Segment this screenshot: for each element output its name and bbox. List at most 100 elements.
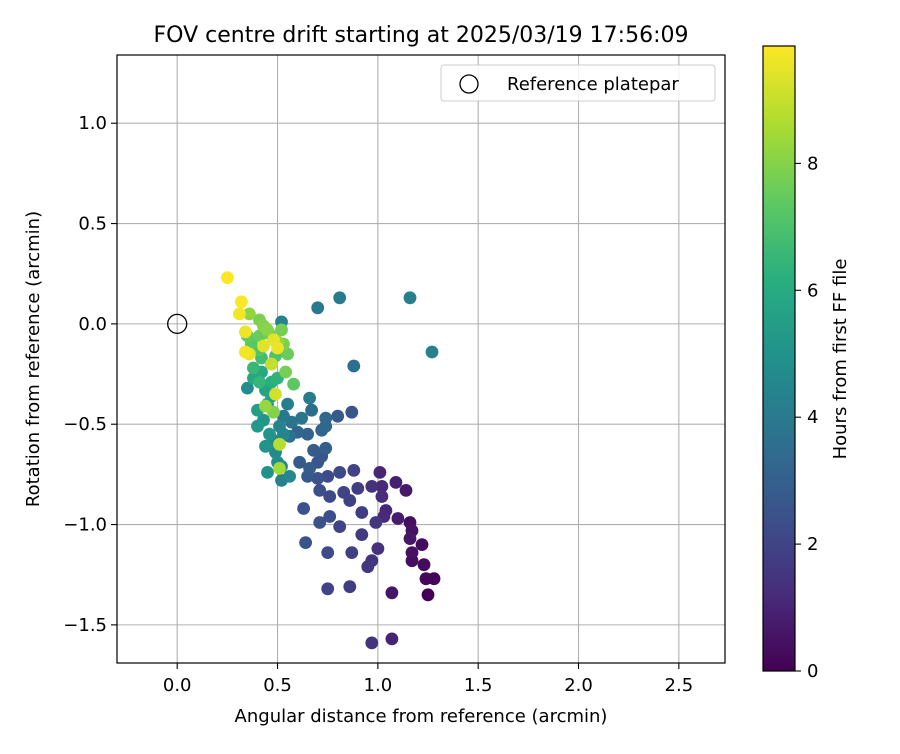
data-point (221, 271, 234, 285)
data-point (403, 532, 417, 545)
colorbar-tick-label: 8 (807, 153, 818, 174)
y-tick-label: 1.0 (78, 113, 107, 134)
chart-title: FOV centre drift starting at 2025/03/19 … (154, 23, 689, 48)
points-layer (221, 271, 441, 650)
data-point (321, 470, 335, 483)
data-point (275, 323, 288, 337)
data-point (283, 470, 296, 483)
x-axis-ticks: 0.0 0.5 1.0 1.5 2.0 2.5 (163, 663, 693, 696)
data-point (313, 516, 327, 529)
data-point (385, 586, 399, 600)
data-point (323, 490, 337, 503)
y-axis-ticks: −1.5 −1.0 −0.5 0.0 0.5 1.0 (63, 113, 117, 636)
data-point (273, 437, 286, 451)
data-point (337, 486, 351, 499)
data-point (299, 536, 312, 549)
data-point (303, 391, 316, 405)
data-point (323, 510, 337, 523)
colorbar-label: Hours from first FF file (830, 259, 851, 460)
x-tick-label: 2.0 (564, 675, 593, 696)
data-point (319, 441, 333, 455)
data-point (251, 419, 264, 433)
data-point (399, 484, 413, 497)
data-point (403, 291, 417, 305)
data-point (333, 520, 347, 533)
data-point (263, 427, 276, 441)
y-tick-label: −1.5 (63, 615, 107, 636)
data-point (243, 307, 256, 321)
data-point (389, 476, 403, 489)
data-point (271, 341, 284, 355)
data-point (321, 582, 335, 596)
data-point (277, 409, 290, 423)
data-point (273, 462, 286, 475)
data-point (295, 411, 308, 425)
data-point (311, 472, 325, 485)
y-tick-label: −0.5 (63, 414, 107, 435)
plot-frame (116, 54, 726, 664)
data-point (293, 455, 306, 469)
legend: Reference platepar (440, 64, 716, 102)
y-tick-label: 0.0 (78, 314, 107, 335)
data-point (303, 462, 316, 475)
data-point (307, 443, 320, 457)
data-point (239, 325, 252, 339)
data-point (351, 482, 365, 495)
data-point (365, 480, 379, 493)
colorbar-gradient (762, 45, 796, 672)
data-point (345, 546, 359, 559)
legend-entry-label: Reference platepar (507, 74, 679, 95)
data-point (361, 560, 375, 574)
y-axis-label: Rotation from reference (arcmin) (23, 211, 44, 507)
data-point (279, 365, 292, 379)
data-point (277, 427, 290, 441)
data-point (375, 480, 389, 493)
data-point (415, 538, 429, 551)
data-point (333, 291, 347, 305)
data-point (355, 506, 369, 519)
data-point (319, 411, 333, 425)
data-point (305, 403, 318, 417)
y-tick-label: 0.5 (78, 214, 107, 235)
data-point (269, 387, 282, 401)
legend-reference-marker (459, 74, 479, 94)
data-point (355, 528, 369, 541)
colorbar-tick-label: 6 (807, 280, 818, 301)
data-point (259, 399, 272, 413)
x-axis-label: Angular distance from reference (arcmin) (235, 706, 608, 727)
data-point (345, 405, 359, 419)
data-point (281, 347, 294, 361)
reference-platepar-marker (167, 313, 188, 335)
colorbar-tick-label: 2 (807, 534, 818, 555)
data-point (261, 323, 274, 337)
x-tick-label: 0.5 (263, 675, 292, 696)
data-point (287, 377, 300, 391)
x-tick-label: 2.5 (665, 675, 694, 696)
y-tick-label: −1.0 (63, 515, 107, 536)
data-point (425, 345, 439, 359)
data-point (333, 466, 347, 479)
data-point (297, 502, 310, 515)
data-point (261, 466, 274, 479)
colorbar-tick-label: 4 (807, 407, 818, 428)
data-point (301, 427, 314, 441)
data-point (391, 512, 405, 525)
data-point (235, 295, 248, 309)
data-point (417, 558, 431, 572)
data-point (241, 381, 254, 395)
data-point (347, 464, 361, 477)
reference-layer (167, 313, 188, 335)
data-point (313, 484, 327, 497)
colorbar-tick-label: 0 (807, 661, 818, 682)
data-point (331, 409, 345, 423)
data-point (347, 359, 361, 373)
data-point (321, 546, 335, 559)
data-point (419, 572, 433, 586)
x-tick-label: 1.0 (364, 675, 393, 696)
data-point (239, 345, 252, 359)
data-point (421, 588, 435, 602)
data-point (385, 632, 399, 646)
grid-layer (117, 55, 725, 663)
